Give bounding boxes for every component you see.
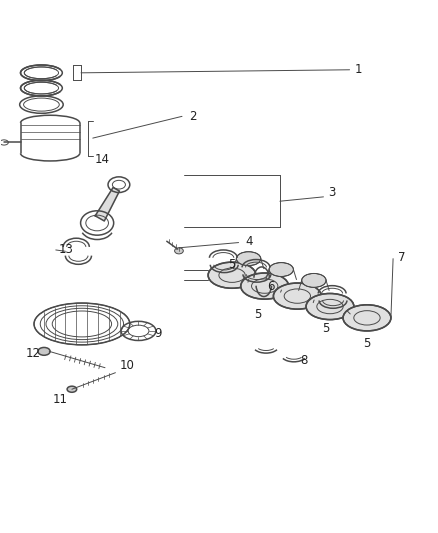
Text: 11: 11 xyxy=(53,393,67,406)
Ellipse shape xyxy=(67,386,77,392)
Ellipse shape xyxy=(306,294,354,320)
Text: 3: 3 xyxy=(328,186,336,199)
Text: 7: 7 xyxy=(398,251,406,264)
Ellipse shape xyxy=(208,262,256,288)
Ellipse shape xyxy=(302,273,326,287)
Ellipse shape xyxy=(241,273,289,299)
Polygon shape xyxy=(95,188,120,221)
Text: 2: 2 xyxy=(189,110,197,123)
Ellipse shape xyxy=(273,283,321,309)
Text: 12: 12 xyxy=(26,347,41,360)
Text: 8: 8 xyxy=(300,353,307,367)
Text: 5: 5 xyxy=(322,322,329,335)
Text: 6: 6 xyxy=(268,280,275,293)
Text: 13: 13 xyxy=(58,244,73,256)
Text: 5: 5 xyxy=(363,337,371,351)
Ellipse shape xyxy=(175,248,184,254)
Ellipse shape xyxy=(343,305,391,331)
Text: 1: 1 xyxy=(354,63,362,76)
Text: 9: 9 xyxy=(154,327,162,341)
Ellipse shape xyxy=(269,263,293,277)
Text: 14: 14 xyxy=(95,154,110,166)
Ellipse shape xyxy=(237,252,261,265)
Ellipse shape xyxy=(38,348,50,356)
Text: 5: 5 xyxy=(228,258,236,271)
Text: 4: 4 xyxy=(246,235,253,248)
Text: 5: 5 xyxy=(254,308,262,321)
Text: 10: 10 xyxy=(120,359,135,372)
